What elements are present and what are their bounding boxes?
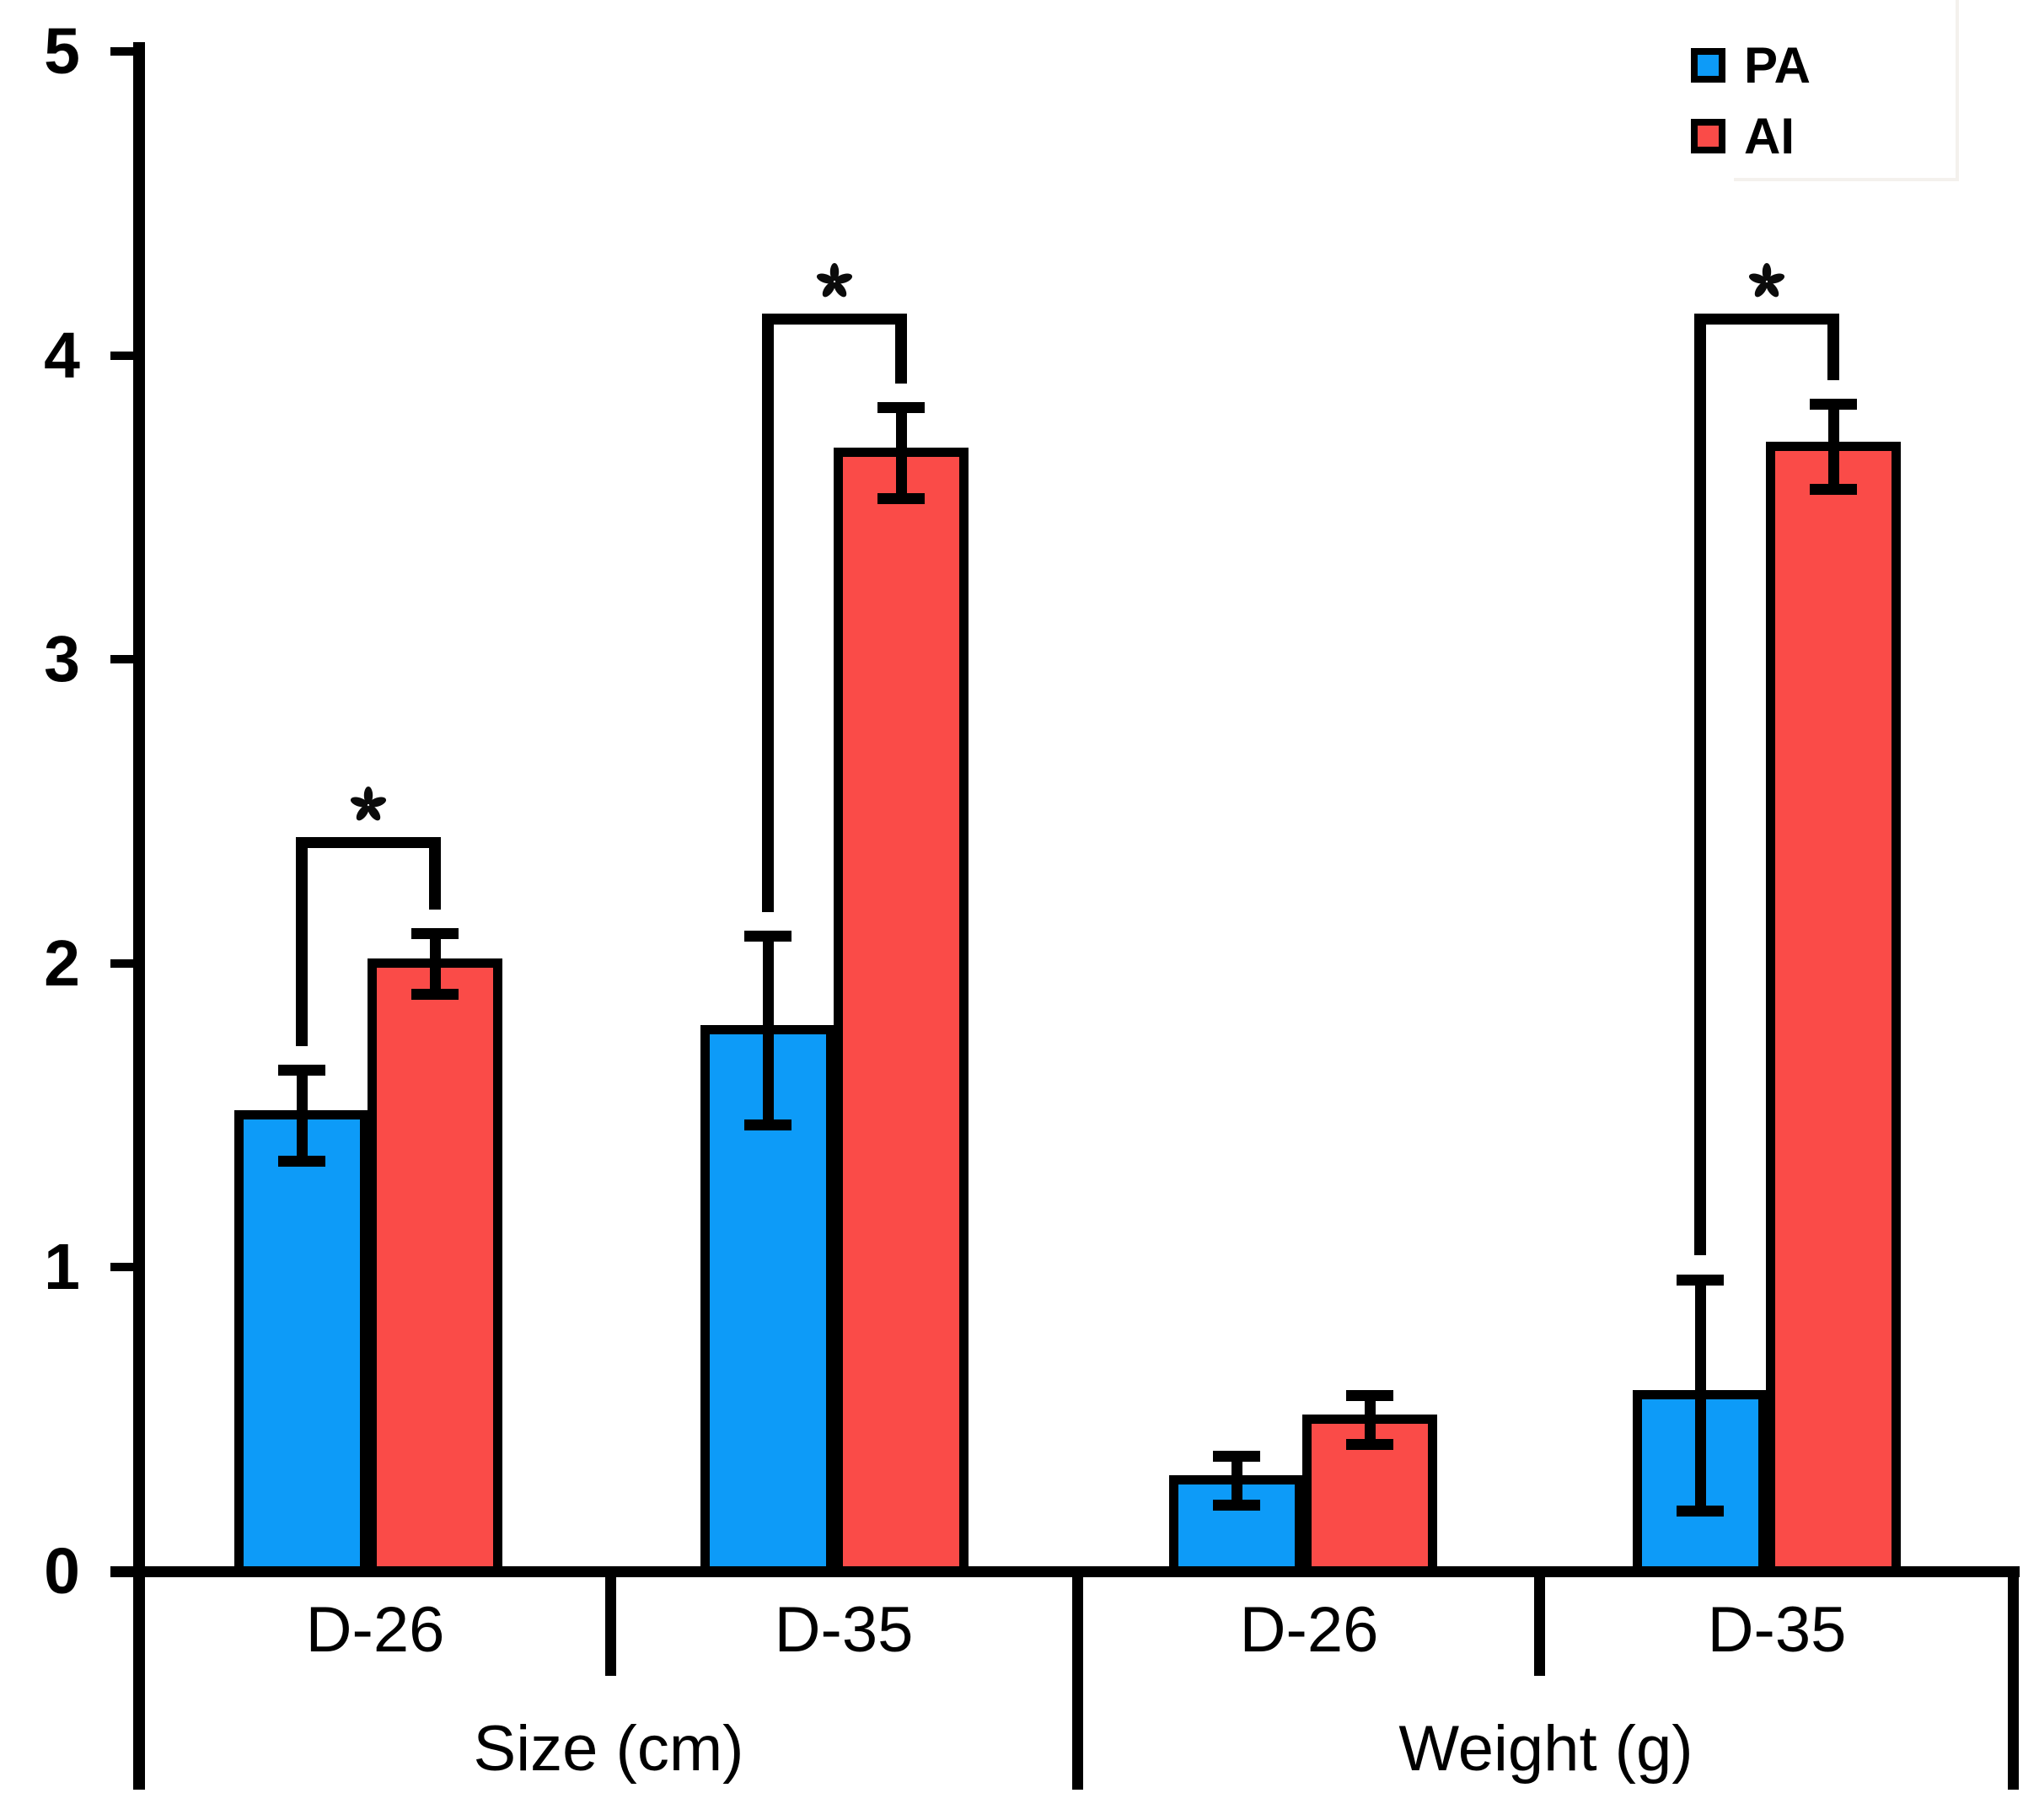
y-tick-1 [110, 1263, 142, 1271]
y-tick-label-2: 2 [44, 927, 80, 1000]
error-bar-stem-pa-0 [297, 1070, 308, 1161]
error-bar-cap-top-pa-2 [1213, 1451, 1260, 1462]
sig-bracket-arm-left-1 [762, 314, 774, 912]
error-bar-stem-pa-2 [1232, 1456, 1242, 1505]
x-category-label-1: D-35 [774, 1594, 914, 1666]
error-bar-cap-top-ai-3 [1810, 399, 1857, 410]
x-category-label-3: D-35 [1707, 1594, 1847, 1666]
error-bar-cap-bottom-pa-2 [1213, 1500, 1260, 1511]
sig-bracket-arm-left-3 [1694, 314, 1706, 1255]
x-divider-full-1 [2008, 1577, 2019, 1790]
x-divider-short-0 [605, 1577, 616, 1676]
legend: PA AI [1691, 40, 1811, 190]
x-category-label-0: D-26 [305, 1594, 445, 1666]
x-divider-short-1 [1534, 1577, 1545, 1676]
y-tick-label-0: 0 [44, 1535, 80, 1608]
sig-bracket-top-3 [1694, 314, 1839, 325]
bar-ai-1 [834, 448, 969, 1576]
legend-frame-artifact-right [1956, 0, 1959, 180]
bar-ai-0 [368, 958, 502, 1576]
x-divider-full-0 [1072, 1577, 1083, 1790]
bar-pa-1 [700, 1025, 835, 1576]
legend-item-ai: AI [1691, 110, 1811, 161]
error-bar-cap-top-ai-0 [411, 928, 459, 939]
significance-asterisk-0 [350, 787, 387, 821]
legend-item-pa: PA [1691, 40, 1811, 90]
y-tick-4 [110, 352, 142, 360]
x-section-label-1: Weight (g) [1398, 1713, 1693, 1785]
error-bar-cap-bottom-ai-1 [877, 493, 925, 504]
sig-bracket-arm-right-3 [1827, 314, 1839, 380]
error-bar-stem-ai-0 [430, 933, 441, 994]
x-axis-line [110, 1566, 2020, 1577]
error-bar-stem-ai-1 [896, 407, 907, 498]
y-tick-label-5: 5 [44, 15, 80, 88]
sig-bracket-top-1 [762, 314, 907, 325]
error-bar-cap-top-pa-3 [1677, 1275, 1724, 1286]
bar-ai-3 [1766, 442, 1901, 1576]
error-bar-cap-bottom-pa-0 [278, 1156, 325, 1167]
significance-asterisk-1 [816, 263, 853, 298]
error-bar-cap-bottom-ai-3 [1810, 484, 1857, 495]
x-section-label-0: Size (cm) [473, 1713, 744, 1785]
legend-label-ai: AI [1744, 107, 1795, 164]
legend-frame-artifact-bottom [1734, 178, 1959, 181]
x-category-label-2: D-26 [1239, 1594, 1379, 1666]
sig-bracket-arm-right-1 [895, 314, 907, 384]
y-tick-label-1: 1 [44, 1231, 80, 1303]
error-bar-cap-top-ai-2 [1346, 1390, 1393, 1401]
y-tick-2 [110, 959, 142, 968]
legend-swatch-pa [1691, 48, 1725, 83]
error-bar-cap-top-ai-1 [877, 402, 925, 413]
y-tick-label-4: 4 [44, 319, 80, 392]
y-tick-label-3: 3 [44, 623, 80, 695]
sig-bracket-arm-right-0 [429, 837, 441, 910]
error-bar-cap-top-pa-0 [278, 1065, 325, 1076]
error-bar-cap-top-pa-1 [744, 931, 791, 942]
y-axis-line [133, 42, 145, 1790]
y-tick-5 [110, 47, 142, 56]
significance-asterisk-3 [1748, 263, 1785, 298]
legend-label-pa: PA [1744, 36, 1811, 94]
error-bar-cap-bottom-ai-0 [411, 989, 459, 1000]
sig-bracket-top-0 [296, 837, 441, 848]
error-bar-cap-bottom-ai-2 [1346, 1439, 1393, 1450]
error-bar-stem-ai-3 [1828, 404, 1839, 489]
error-bar-cap-bottom-pa-1 [744, 1119, 791, 1130]
error-bar-stem-ai-2 [1365, 1395, 1376, 1444]
error-bar-cap-bottom-pa-3 [1677, 1506, 1724, 1517]
sig-bracket-arm-left-0 [296, 837, 308, 1046]
error-bar-stem-pa-1 [763, 936, 774, 1125]
legend-swatch-ai [1691, 119, 1725, 153]
y-tick-3 [110, 655, 142, 663]
error-bar-stem-pa-3 [1695, 1280, 1706, 1511]
bar-pa-0 [234, 1110, 369, 1576]
